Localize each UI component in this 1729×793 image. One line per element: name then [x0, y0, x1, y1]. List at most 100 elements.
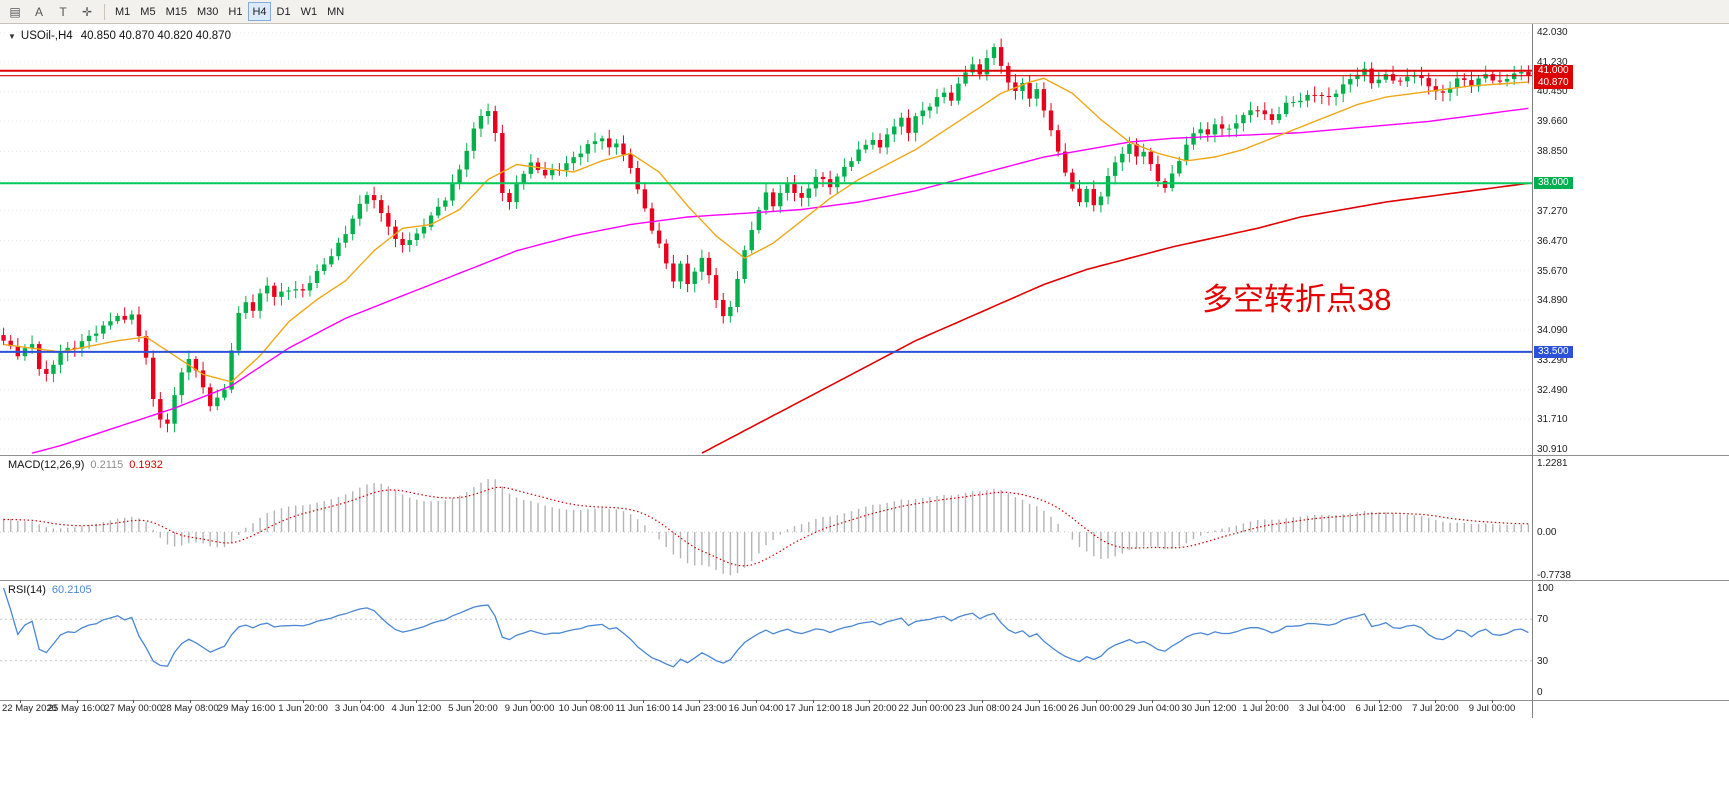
price-axis-label: 36.470 — [1537, 235, 1568, 247]
time-axis-label: 30 Jun 12:00 — [1181, 703, 1237, 714]
timeframe-h4[interactable]: H4 — [248, 2, 271, 21]
macd-panel[interactable] — [0, 456, 1532, 580]
crosshair-icon[interactable]: ✛ — [76, 2, 98, 21]
time-axis-tick — [76, 700, 78, 703]
time-axis-tick — [189, 700, 191, 703]
time-axis-label: 3 Jun 04:00 — [334, 703, 385, 714]
timeframe-group: M1 M5 M15 M30 H1 H4 D1 W1 MN — [110, 2, 349, 21]
time-axis-tick — [133, 700, 135, 703]
time-axis-label: 9 Jun 00:00 — [504, 703, 555, 714]
time-axis-tick — [1039, 700, 1041, 703]
time-axis-label: 22 Jun 00:00 — [898, 703, 954, 714]
price-badge-41.000: 41.000 — [1534, 64, 1573, 77]
time-axis-label: 1 Jun 20:00 — [278, 703, 328, 714]
timeframe-w1[interactable]: W1 — [297, 2, 322, 21]
toolbar: ▤ A T ✛ M1 M5 M15 M30 H1 H4 D1 W1 MN — [0, 0, 1729, 24]
price-badge-40.870: 40.870 — [1534, 76, 1573, 89]
price-axis-label: 37.270 — [1537, 205, 1568, 217]
time-axis-label: 5 Jun 20:00 — [448, 703, 498, 714]
macd-indicator-name: MACD(12,26,9) — [8, 459, 85, 471]
macd-signal-value: 0.1932 — [129, 459, 163, 471]
timeframe-m30[interactable]: M30 — [193, 2, 222, 21]
time-axis-label: 10 Jun 08:00 — [558, 703, 614, 714]
rsi-indicator-name: RSI(14) — [8, 584, 46, 596]
panel-divider-rsi[interactable] — [0, 580, 1729, 581]
time-axis-tick — [472, 700, 474, 703]
time-axis-tick — [812, 700, 814, 703]
time-axis-tick — [1435, 700, 1437, 703]
chart-title: ▼ USOil-,H4 40.850 40.870 40.820 40.870 — [8, 30, 231, 42]
time-axis-tick — [925, 700, 927, 703]
time-axis-label: 27 May 00:00 — [104, 703, 163, 714]
annotation-text: 多空转折点38 — [1202, 282, 1392, 317]
chart-ohlc-values: 40.850 40.870 40.820 40.870 — [80, 30, 231, 42]
price-chart[interactable] — [0, 24, 1532, 455]
price-badge-33.500: 33.500 — [1534, 345, 1573, 358]
rsi-axis-label: 30 — [1537, 655, 1549, 667]
time-axis-label: 3 Jul 04:00 — [1298, 703, 1346, 714]
time-axis-tick — [20, 700, 21, 703]
time-axis-tick — [642, 700, 644, 703]
timeframe-d1[interactable]: D1 — [273, 2, 295, 21]
time-axis-tick — [416, 700, 418, 703]
time-axis-tick — [1095, 700, 1097, 703]
time-axis-tick — [869, 700, 871, 703]
time-axis-tick — [1492, 700, 1493, 703]
time-axis-tick — [1208, 700, 1210, 703]
price-axis-label: 41.230 — [1537, 57, 1568, 69]
time-axis[interactable]: 22 May 2020 25 May 16:00 27 May 00:00 28 Ma… — [0, 700, 1729, 718]
time-axis-tick — [586, 700, 588, 703]
text-tool-icon[interactable]: T — [52, 2, 74, 21]
time-axis-label: 29 Jun 04:00 — [1124, 703, 1180, 714]
panel-divider-macd[interactable] — [0, 455, 1729, 456]
timeframe-m15[interactable]: M15 — [162, 2, 191, 21]
time-axis-tick — [1322, 700, 1324, 703]
expand-arrow-icon[interactable]: ▼ — [8, 32, 16, 41]
time-axis-tick — [1378, 700, 1380, 703]
time-axis-label: 22 May 2020 — [2, 703, 57, 714]
price-axis-label: 40.450 — [1537, 86, 1568, 98]
time-axis-label: 26 Jun 00:00 — [1068, 703, 1124, 714]
macd-axis-label: 0.00 — [1537, 527, 1557, 538]
time-axis-tick — [1152, 700, 1154, 703]
price-axis-label: 31.710 — [1537, 414, 1568, 426]
rsi-axis-label: 100 — [1537, 583, 1554, 594]
chart-symbol-period: USOil-,H4 — [20, 30, 73, 42]
time-axis-tick — [246, 700, 248, 703]
timeframe-m1[interactable]: M1 — [111, 2, 134, 21]
time-axis-label: 29 May 16:00 — [217, 703, 276, 714]
price-axis-label: 34.090 — [1537, 324, 1568, 336]
price-axis-label: 38.850 — [1537, 146, 1568, 158]
time-axis-label: 28 May 08:00 — [161, 703, 219, 714]
price-axis-label: 30.910 — [1537, 444, 1568, 455]
chart-list-icon[interactable]: ▤ — [4, 2, 26, 21]
time-axis-divider — [0, 700, 1729, 701]
macd-hist-value: 0.2115 — [90, 459, 124, 471]
time-axis-label: 16 Jun 04:00 — [728, 703, 784, 714]
price-axis-label: 35.670 — [1537, 265, 1568, 277]
time-axis-tick — [303, 700, 305, 703]
time-axis-label: 9 Jul 00:00 — [1468, 703, 1516, 714]
time-axis-label: 17 Jun 12:00 — [785, 703, 841, 714]
time-axis-label: 11 Jun 16:00 — [615, 703, 670, 714]
price-badge-38.000: 38.000 — [1534, 177, 1573, 190]
annotate-a-icon[interactable]: A — [28, 2, 50, 21]
time-axis-label: 24 Jun 16:00 — [1011, 703, 1067, 714]
price-axis-label: 32.490 — [1537, 384, 1568, 396]
timeframe-m5[interactable]: M5 — [136, 2, 159, 21]
time-axis-label: 23 Jun 08:00 — [954, 703, 1010, 714]
rsi-panel[interactable] — [0, 581, 1532, 700]
price-axis-label: 33.290 — [1537, 354, 1568, 366]
time-axis-tick — [1265, 700, 1267, 703]
time-axis-tick — [699, 700, 701, 703]
timeframe-mn[interactable]: MN — [323, 2, 348, 21]
rsi-value: 60.2105 — [51, 584, 92, 596]
time-axis-label: 25 May 16:00 — [47, 703, 106, 714]
time-axis-label: 1 Jul 20:00 — [1242, 703, 1289, 714]
time-axis-label: 18 Jun 20:00 — [841, 703, 897, 714]
price-axis-label: 39.660 — [1537, 116, 1568, 128]
timeframe-h1[interactable]: H1 — [224, 2, 246, 21]
price-axis-border — [1532, 24, 1533, 718]
time-axis-label: 14 Jun 23:00 — [671, 703, 727, 714]
macd-axis-label: 1.2281 — [1537, 458, 1568, 470]
